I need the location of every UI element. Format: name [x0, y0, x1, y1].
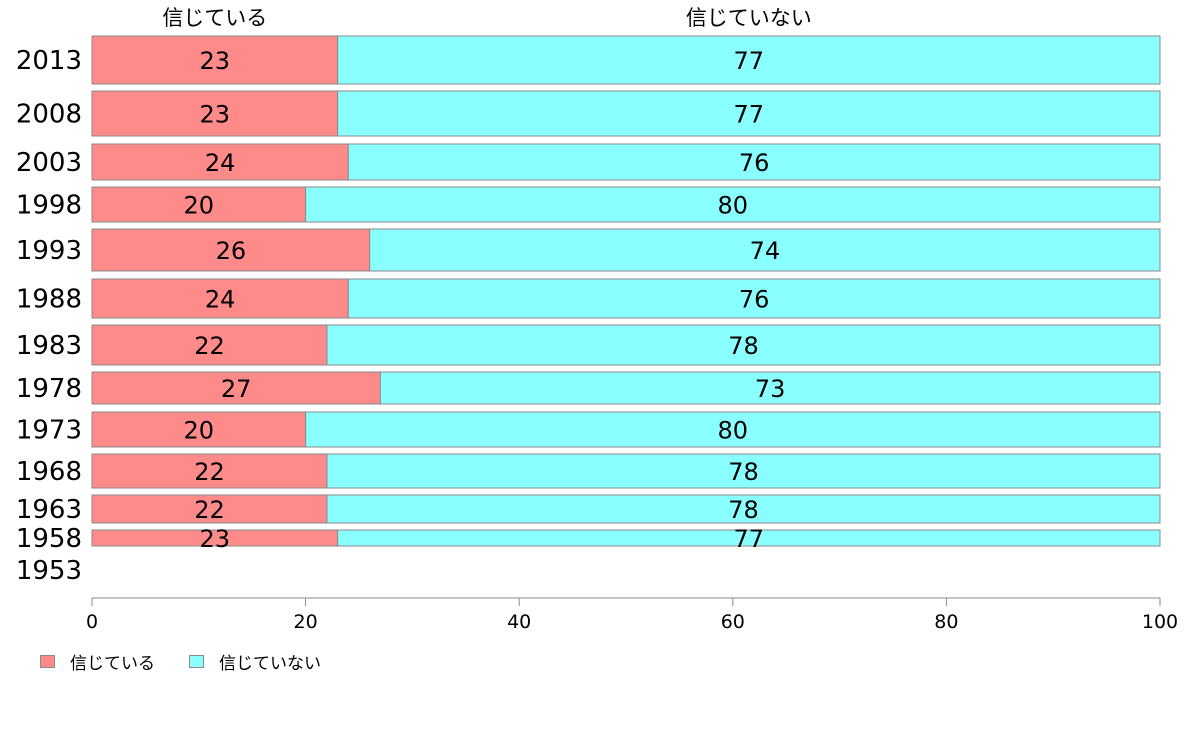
- data-label: 73: [755, 375, 786, 403]
- bar-not-believe: [369, 228, 1161, 272]
- data-label: 22: [194, 332, 225, 360]
- bar-not-believe: [379, 371, 1161, 405]
- data-label: 76: [739, 286, 770, 314]
- year-label: 2008: [16, 100, 82, 130]
- data-label: 77: [734, 101, 765, 129]
- year-label: 1983: [16, 331, 82, 361]
- data-label: 80: [718, 417, 749, 445]
- x-tick-label: 0: [86, 611, 98, 633]
- bar-believe: [91, 90, 339, 137]
- bar-not-believe: [326, 324, 1161, 366]
- data-label: 23: [200, 47, 231, 75]
- bar-not-believe: [305, 411, 1161, 448]
- data-label: 23: [200, 101, 231, 129]
- data-label: 78: [728, 332, 759, 360]
- x-tick-label: 20: [294, 611, 318, 633]
- column-headers: 信じている 信じていない: [162, 6, 812, 30]
- year-label: 2003: [16, 148, 82, 178]
- bar-not-believe: [347, 143, 1161, 181]
- bar-not-believe: [305, 186, 1161, 223]
- x-tick-label: 40: [507, 611, 531, 633]
- data-label: 20: [184, 192, 215, 220]
- legend-label-believe: 信じている: [70, 653, 155, 674]
- year-label: 1978: [16, 374, 82, 404]
- bar-believe: [91, 143, 349, 181]
- bar-believe: [91, 35, 339, 85]
- x-tick-label: 60: [721, 611, 745, 633]
- bar-believe: [91, 411, 307, 448]
- x-axis: 0 20 40 60 80 100: [86, 597, 1178, 633]
- year-label: 1993: [16, 236, 82, 266]
- bar-believe: [91, 324, 328, 366]
- x-tick-label: 80: [934, 611, 958, 633]
- data-label: 23: [200, 525, 231, 553]
- data-label: 78: [728, 458, 759, 486]
- bar-not-believe: [337, 35, 1161, 85]
- data-label: 80: [718, 192, 749, 220]
- data-label: 22: [194, 496, 225, 524]
- data-label: 24: [205, 149, 236, 177]
- year-label: 1973: [16, 416, 82, 446]
- year-label: 1968: [16, 457, 82, 487]
- column-header: 信じていない: [686, 6, 812, 30]
- legend-swatch-not-believe: [189, 654, 204, 668]
- bar-not-believe: [326, 494, 1161, 524]
- year-label: 1963: [16, 495, 82, 525]
- data-label: 20: [184, 417, 215, 445]
- bar-not-believe: [326, 453, 1161, 489]
- data-label: 76: [739, 149, 770, 177]
- data-label: 27: [221, 375, 252, 403]
- bar-believe: [91, 494, 328, 524]
- data-label: 22: [194, 458, 225, 486]
- legend-item-believe: 信じている: [40, 649, 155, 674]
- data-label: 74: [750, 237, 781, 265]
- legend: 信じている 信じていない: [40, 648, 355, 674]
- data-label: 77: [734, 47, 765, 75]
- year-labels: 2013 2008 2003 1998 1993 1988 1983 1978 1973 1968…: [16, 46, 82, 586]
- legend-swatch-believe: [40, 654, 55, 668]
- bar-not-believe: [347, 278, 1161, 319]
- bars: 23 77 23 77 24 76 20 80 26 74 24 76 22 78 27 73 20 80 22 78…: [91, 35, 1161, 553]
- year-label: 1988: [16, 285, 82, 315]
- year-label: 1953: [16, 556, 82, 586]
- bar-not-believe: [337, 90, 1161, 137]
- data-label: 24: [205, 286, 236, 314]
- year-label: 1998: [16, 191, 82, 221]
- year-label: 2013: [16, 46, 82, 76]
- legend-label-not-believe: 信じていない: [219, 653, 321, 674]
- legend-item-not-believe: 信じていない: [189, 649, 321, 674]
- data-label: 78: [728, 496, 759, 524]
- bar-believe: [91, 228, 371, 272]
- x-tick-label: 100: [1142, 611, 1178, 633]
- stacked-bar-chart: 信じている 信じていない 23 77 23 77 24 76 20 80 26 74 24 76 22 78…: [16, 6, 1178, 633]
- data-label: 26: [216, 237, 247, 265]
- bar-believe: [91, 186, 307, 223]
- bar-believe: [91, 453, 328, 489]
- column-header: 信じている: [162, 6, 267, 30]
- year-label: 1958: [16, 524, 82, 554]
- bar-not-believe: [337, 529, 1161, 547]
- data-label: 77: [734, 525, 765, 553]
